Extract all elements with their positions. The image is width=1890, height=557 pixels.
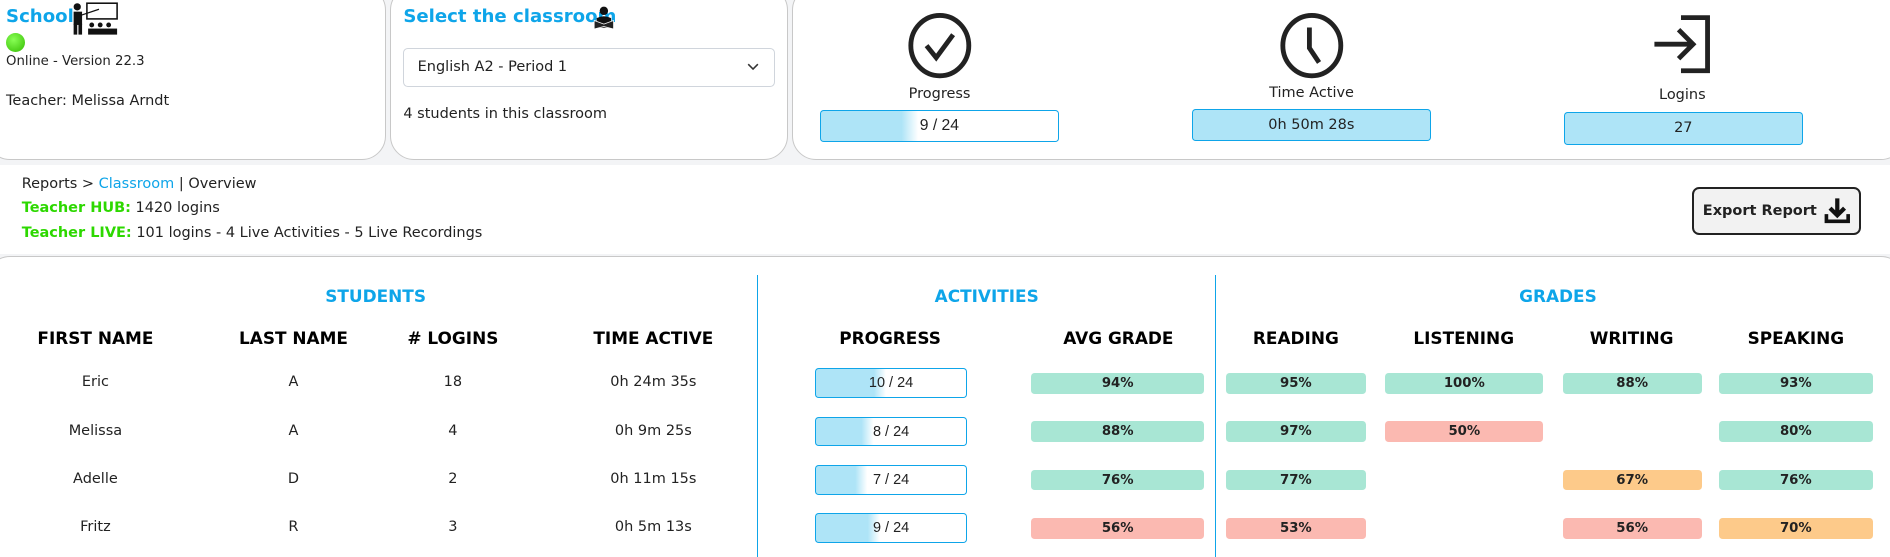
progress-bar: 8 / 24: [815, 416, 967, 447]
column-header: LISTENING: [1413, 328, 1515, 349]
cell-time: 0h 9m 25s: [614, 422, 692, 439]
student-count: 4 students in this classroom: [403, 106, 607, 123]
classroom-select-value: English A2 - Period 1: [417, 58, 568, 75]
cell-last: D: [287, 471, 300, 487]
cell-time: 0h 5m 13s: [614, 519, 692, 536]
breadcrumb-reports[interactable]: Reports >: [21, 176, 95, 193]
grade-badge: 88%: [1562, 373, 1702, 394]
logins-stat: 27: [1563, 112, 1803, 145]
live-label: Teacher LIVE:: [21, 224, 132, 241]
teacher-live-line: Teacher LIVE: 101 logins - 4 Live Activi…: [22, 225, 483, 241]
grade-badge: 56%: [1562, 518, 1702, 539]
column-header: TIME ACTIVE: [593, 328, 714, 349]
cell-time: 0h 24m 35s: [610, 374, 697, 391]
cell-time: 0h 11m 15s: [610, 471, 697, 487]
online-status-indicator: [6, 32, 26, 52]
column-header: FIRST NAME: [37, 328, 154, 349]
chevron-down-icon: [748, 63, 759, 70]
avg-grade-badge: 88%: [1031, 421, 1205, 442]
teacher-hub-line: Teacher HUB: 1420 logins: [22, 200, 220, 216]
logins-label: Logins: [1659, 86, 1706, 103]
live-value: 101 logins - 4 Live Activities - 5 Live …: [136, 224, 483, 241]
grade-badge: 95%: [1225, 373, 1366, 394]
progress-value: 9 / 24: [919, 116, 959, 134]
avg-grade-badge: 94%: [1031, 373, 1205, 394]
grade-badge: 53%: [1225, 518, 1366, 539]
grade-badge: 80%: [1718, 421, 1874, 442]
grade-badge: 93%: [1718, 373, 1874, 394]
classroom-title: Select the classroom: [403, 6, 617, 28]
cell-last: R: [288, 519, 299, 536]
breadcrumb-classroom-link[interactable]: Classroom: [98, 176, 175, 193]
download-icon: [1824, 198, 1851, 224]
progress-value: 9 / 24: [872, 520, 910, 537]
export-report-button[interactable]: Export Report: [1691, 187, 1862, 235]
cell-first: Eric: [81, 374, 109, 391]
avg-grade-badge: 76%: [1031, 469, 1205, 491]
check-circle-icon: [908, 13, 971, 79]
progress-value: 7 / 24: [872, 471, 910, 488]
cell-first: Fritz: [80, 519, 111, 536]
progress-bar: 10 / 24: [815, 368, 967, 399]
breadcrumb: Reports > Classroom | Overview: [22, 176, 257, 192]
section-activities: ACTIVITIES: [934, 286, 1039, 307]
time-active-value: 0h 50m 28s: [1268, 116, 1355, 133]
status-text: Online - Version 22.3: [6, 54, 145, 70]
export-label: Export Report: [1702, 202, 1817, 219]
cell-first: Adelle: [73, 471, 118, 487]
column-header: SPEAKING: [1747, 328, 1845, 349]
cell-logins: 4: [448, 422, 458, 439]
grade-badge: 50%: [1385, 421, 1544, 442]
clock-icon: [1280, 13, 1343, 79]
time-active-label: Time Active: [1269, 84, 1354, 101]
column-header: READING: [1252, 328, 1339, 349]
grade-badge: 70%: [1718, 518, 1874, 539]
cell-logins: 2: [448, 471, 458, 487]
logins-value: 27: [1674, 120, 1693, 137]
time-active-stat: 0h 50m 28s: [1191, 108, 1431, 141]
column-header: # LOGINS: [407, 328, 499, 349]
column-header: AVG GRADE: [1063, 328, 1174, 349]
hub-value: 1420 logins: [135, 200, 220, 217]
grade-badge: 76%: [1718, 469, 1874, 491]
breadcrumb-current: | Overview: [178, 176, 257, 193]
cell-logins: 18: [443, 374, 463, 391]
column-header: PROGRESS: [839, 328, 941, 349]
cell-logins: 3: [448, 519, 458, 536]
grade-badge: 77%: [1225, 469, 1366, 491]
cell-last: A: [288, 422, 299, 439]
cell-last: A: [288, 374, 299, 391]
section-divider: [757, 275, 759, 557]
student-reading-icon: [593, 6, 614, 30]
grade-badge: 100%: [1385, 373, 1544, 394]
report-table-card: [0, 256, 1890, 557]
progress-bar: 9 / 24: [815, 513, 967, 544]
progress-value: 10 / 24: [868, 375, 914, 392]
avg-grade-badge: 56%: [1031, 518, 1205, 539]
school-card: [0, 0, 387, 161]
column-header: LAST NAME: [238, 328, 348, 349]
school-title: School: [6, 6, 74, 28]
teacher-name: Teacher: Melissa Arndt: [6, 92, 170, 109]
grade-badge: 97%: [1225, 421, 1366, 442]
section-students: STUDENTS: [325, 286, 426, 307]
cell-first: Melissa: [68, 422, 123, 439]
progress-stat: 9 / 24: [820, 109, 1059, 143]
teacher-classroom-icon: [73, 2, 118, 36]
section-grades: GRADES: [1519, 286, 1597, 307]
progress-bar: 7 / 24: [815, 464, 967, 495]
section-divider: [1214, 275, 1217, 557]
progress-label: Progress: [908, 85, 971, 102]
login-icon: [1654, 15, 1711, 74]
column-header: WRITING: [1589, 328, 1674, 349]
classroom-select[interactable]: English A2 - Period 1: [403, 48, 775, 87]
progress-value: 8 / 24: [872, 423, 910, 440]
summary-bar: [0, 165, 1890, 254]
hub-label: Teacher HUB:: [21, 200, 131, 217]
grade-badge: 67%: [1562, 469, 1702, 491]
